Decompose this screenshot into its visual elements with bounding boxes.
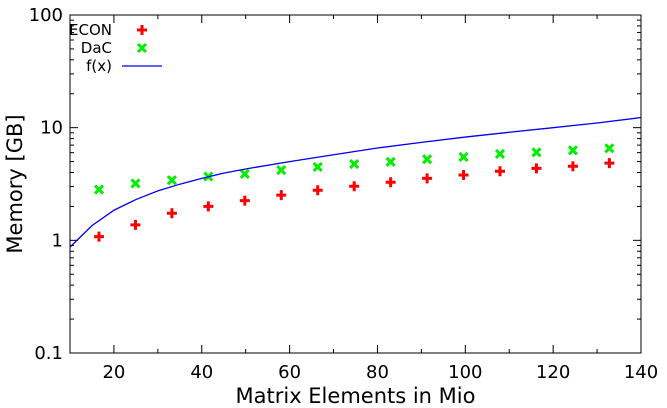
data-point-econ xyxy=(422,173,433,184)
x-tick-label: 20 xyxy=(102,362,125,383)
data-point-dac xyxy=(276,165,287,176)
data-point-econ xyxy=(349,181,360,192)
axis-ticks xyxy=(69,14,642,354)
data-point-dac xyxy=(312,161,323,173)
data-point-dac xyxy=(385,156,396,167)
x-axis-title: Matrix Elements in Mio xyxy=(236,384,476,408)
axis-tick-labels: 20 40 60 80 100 120 140 0.1 1 10 100 xyxy=(29,5,659,383)
data-point-dac xyxy=(422,154,433,165)
data-point-econ xyxy=(458,170,469,181)
legend-label-dac: DaC xyxy=(81,39,112,57)
y-axis-title: Memory [GB] xyxy=(3,114,27,253)
data-point-econ xyxy=(203,201,214,212)
x-tick-label: 60 xyxy=(278,362,301,383)
data-point-econ xyxy=(239,195,250,206)
data-point-econ xyxy=(130,219,141,230)
legend-sample-econ xyxy=(137,25,147,35)
y-tick-label: 10 xyxy=(40,118,63,139)
y-tick-label: 100 xyxy=(29,5,63,26)
data-point-dac xyxy=(531,147,542,158)
data-point-dac xyxy=(130,178,141,189)
series-line-f-x xyxy=(69,116,642,248)
x-tick-label: 40 xyxy=(190,362,213,383)
x-tick-label: 100 xyxy=(448,362,482,383)
x-tick-label: 140 xyxy=(624,362,658,383)
data-point-dac xyxy=(239,168,250,180)
data-point-econ xyxy=(495,166,506,177)
y-tick-label: 1 xyxy=(52,230,63,251)
data-point-dac xyxy=(567,145,578,156)
legend-sample-dac xyxy=(136,42,148,54)
series-layer xyxy=(69,116,642,248)
data-point-dac xyxy=(93,184,105,195)
data-point-econ xyxy=(531,163,542,174)
data-point-econ xyxy=(312,185,323,196)
data-point-dac xyxy=(494,148,506,159)
x-tick-label: 120 xyxy=(536,362,570,383)
x-tick-label: 80 xyxy=(366,362,389,383)
data-point-dac xyxy=(166,175,177,186)
legend-label-f-x: f(x) xyxy=(86,57,112,75)
data-point-dac xyxy=(349,159,360,170)
data-point-dac xyxy=(604,143,615,154)
y-tick-label: 0.1 xyxy=(34,343,63,364)
legend-label-econ: ECON xyxy=(69,21,112,39)
data-point-econ xyxy=(93,231,104,242)
data-point-econ xyxy=(567,161,578,172)
data-point-econ xyxy=(166,208,177,219)
plot-frame xyxy=(69,14,642,354)
data-point-econ xyxy=(604,158,615,169)
data-point-dac xyxy=(458,151,469,162)
data-point-econ xyxy=(385,177,396,188)
data-point-econ xyxy=(276,190,287,201)
